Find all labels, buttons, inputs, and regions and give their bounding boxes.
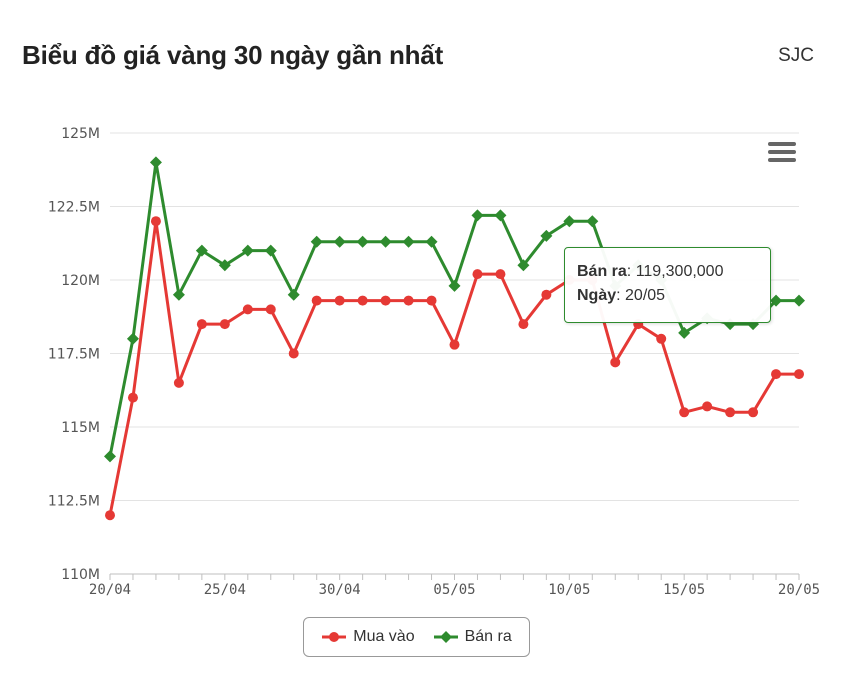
data-point-buy (288, 348, 299, 359)
data-point-sell (678, 326, 691, 339)
data-point-buy (127, 392, 138, 403)
data-point-sell (104, 450, 116, 463)
data-point-buy (426, 295, 437, 306)
x-tick-label: 25/04 (204, 582, 246, 598)
data-point-sell (310, 235, 323, 248)
tooltip-value-1: 119,300,000 (635, 263, 724, 280)
x-tick-label: 20/05 (778, 582, 820, 598)
data-point-buy (794, 369, 804, 380)
data-point-sell (402, 235, 415, 248)
data-point-buy (196, 319, 207, 330)
data-point-sell (563, 215, 576, 228)
data-point-sell (172, 288, 185, 301)
x-tick-label: 30/04 (319, 582, 361, 598)
data-point-sell (333, 235, 346, 248)
data-point-buy (495, 269, 506, 280)
data-point-buy (150, 216, 161, 227)
chart-legend: Mua vào Bán ra (303, 617, 530, 657)
legend-label-sell: Bán ra (464, 628, 512, 645)
data-point-sell (195, 244, 208, 257)
data-point-buy (380, 295, 391, 306)
data-point-buy (610, 357, 621, 368)
data-point-buy (748, 407, 759, 418)
page-title: Biểu đồ giá vàng 30 ngày gần nhất (22, 40, 444, 70)
x-tick-label: 05/05 (433, 582, 475, 598)
data-point-buy (702, 401, 713, 412)
data-point-buy (265, 304, 276, 315)
data-point-sell (494, 209, 507, 222)
data-point-sell (471, 209, 484, 222)
data-point-sell (287, 288, 300, 301)
y-tick-label: 112.5M (48, 494, 100, 510)
data-point-buy (679, 407, 690, 418)
legend-circle-icon (322, 632, 347, 642)
data-point-sell (770, 294, 783, 307)
data-point-sell (379, 235, 392, 248)
data-point-sell (793, 294, 805, 307)
data-point-sell (448, 279, 461, 292)
brand-label: SJC (778, 45, 814, 66)
legend-item-buy[interactable]: Mua vào (321, 628, 415, 646)
chart-tooltip: Bán ra: 119,300,000 Ngày: 20/05 (564, 247, 771, 323)
data-point-buy (725, 407, 736, 418)
data-point-sell (241, 244, 254, 257)
data-point-sell (540, 229, 553, 242)
data-point-buy (105, 510, 115, 521)
y-tick-label: 120M (61, 273, 100, 289)
data-point-buy (449, 339, 460, 350)
data-point-buy (771, 369, 782, 380)
tooltip-label-1: Bán ra (577, 263, 627, 280)
data-point-buy (219, 319, 230, 330)
data-point-sell (218, 259, 231, 272)
data-point-buy (656, 333, 667, 344)
data-point-sell (149, 156, 162, 169)
legend-diamond-icon (433, 631, 458, 643)
legend-item-sell[interactable]: Bán ra (433, 628, 512, 646)
tooltip-value-2: 20/05 (625, 287, 666, 304)
data-point-buy (334, 295, 345, 306)
data-point-buy (242, 304, 253, 315)
tooltip-label-2: Ngày (577, 287, 617, 304)
data-point-buy (472, 269, 483, 280)
data-point-buy (518, 319, 529, 330)
y-tick-label: 125M (61, 126, 100, 142)
y-tick-label: 110M (61, 567, 100, 583)
data-point-sell (356, 235, 369, 248)
data-point-sell (425, 235, 438, 248)
y-tick-label: 122.5M (48, 200, 100, 216)
data-point-sell (517, 259, 530, 272)
y-tick-label: 115M (61, 420, 100, 436)
hamburger-menu-icon[interactable] (768, 142, 796, 164)
data-point-buy (357, 295, 368, 306)
legend-label-buy: Mua vào (353, 628, 415, 645)
data-point-buy (541, 289, 552, 300)
y-tick-label: 117.5M (48, 347, 100, 363)
data-point-buy (403, 295, 414, 306)
data-point-buy (173, 377, 184, 388)
x-tick-label: 15/05 (663, 582, 705, 598)
data-point-sell (586, 215, 599, 228)
data-point-buy (311, 295, 322, 306)
x-tick-label: 20/04 (89, 582, 131, 598)
data-point-sell (264, 244, 277, 257)
data-point-sell (126, 332, 139, 345)
x-tick-label: 10/05 (548, 582, 590, 598)
